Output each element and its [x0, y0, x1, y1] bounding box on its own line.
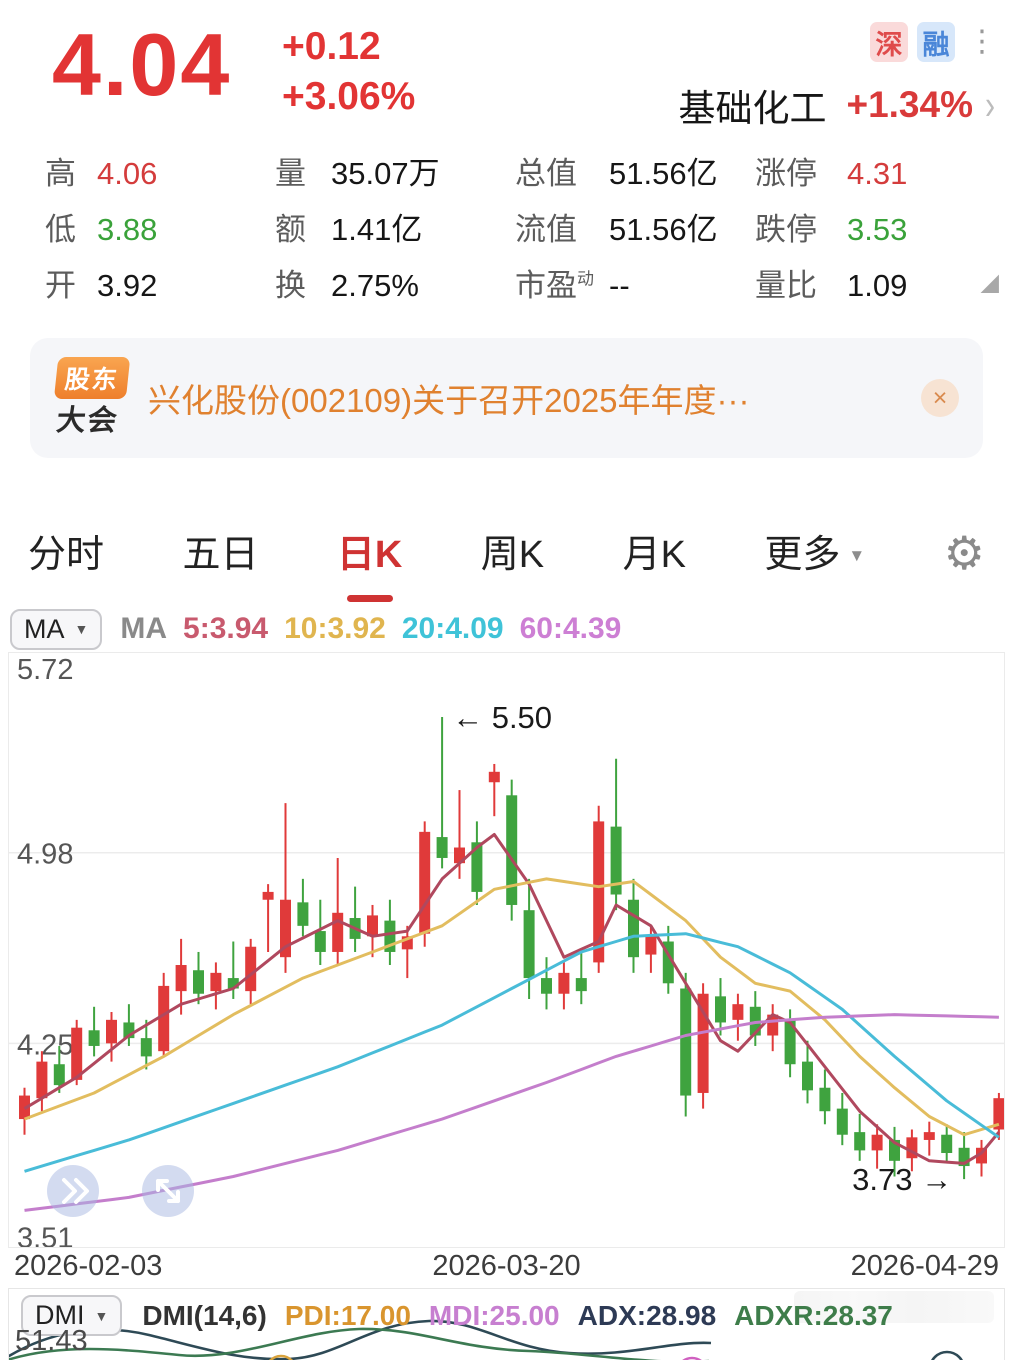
price-change-percent: +3.06%	[282, 75, 416, 118]
ma-value: 5:3.94	[183, 612, 269, 645]
shareholder-meeting-logo: 股东 大会	[50, 357, 131, 439]
stat-换: 换 2.75%	[275, 268, 419, 303]
svg-text:5.72: 5.72	[17, 654, 73, 686]
margin-badge: 融	[917, 22, 955, 62]
dmi-indicator-panel[interactable]: DMI ▼ DMI(14,6) PDI:17.00 MDI:25.00 ADX:28.…	[8, 1288, 1005, 1360]
tab-周K[interactable]: 周K	[480, 533, 545, 576]
stat-额: 额 1.41亿	[275, 212, 423, 247]
market-badges: 深 融 ⋮	[678, 22, 997, 62]
chevron-right-icon: ›	[984, 81, 996, 128]
sector-row[interactable]: 基础化工 +1.34% ›	[678, 78, 997, 132]
stat-高: 高 4.06	[45, 156, 158, 191]
announcement-title[interactable]: 兴化股份(002109)关于召开2025年年度···	[148, 382, 750, 419]
close-icon[interactable]: ×	[921, 379, 959, 417]
dmi-values: DMI(14,6) PDI:17.00 MDI:25.00 ADX:28.98 ADXR…	[142, 1300, 893, 1332]
chart-annotation: ← 5.50	[452, 700, 552, 735]
stat-市盈: 市盈动 --	[515, 268, 630, 303]
dmi-axis-label: 51.43	[15, 1325, 88, 1357]
caret-down-icon: ▼	[94, 1307, 109, 1324]
dmi-value: DMI(14,6)	[142, 1299, 267, 1331]
gear-icon[interactable]: ⚙	[943, 527, 985, 579]
kline-chart-area[interactable]: 5.72 4.98 4.25 3.51 ← 5.50 3.73 →	[8, 652, 1005, 1248]
tab-分时[interactable]: 分时	[28, 533, 105, 576]
ma-value: 10:3.92	[284, 612, 386, 645]
announcement-banner[interactable]: 股东 大会 兴化股份(002109)关于召开2025年年度··· ×	[30, 338, 983, 458]
tab-五日[interactable]: 五日	[182, 533, 259, 576]
tab-更多[interactable]: 更多 ▼	[764, 533, 866, 576]
sector-change: +1.34%	[846, 84, 973, 125]
expand-corner-icon[interactable]: ◢	[980, 269, 999, 296]
caret-down-icon: ▼	[74, 621, 89, 637]
quote-stats-grid: 高 4.06 量 35.07万 总值 51.56亿 涨停 4.31 低 3.88 额 1.41亿 流值 5…	[0, 148, 1013, 316]
watermark	[794, 1291, 994, 1323]
tab-月K[interactable]: 月K	[622, 533, 686, 576]
chart-annotation: 3.73 →	[852, 1162, 952, 1197]
ma-value: 20:4.09	[401, 612, 504, 645]
ma-indicator-bar: MA ▼ MA 5:3.94 10:3.92 20:4.09 60:4.39	[0, 606, 1013, 652]
stat-总值: 总值 51.56亿	[515, 156, 718, 191]
dmi-value: ADX:28.98	[577, 1299, 717, 1331]
dmi-selector[interactable]: DMI ▼	[21, 1295, 123, 1336]
date-label: 2026-03-20	[432, 1250, 581, 1282]
sector-name: 基础化工	[678, 88, 827, 129]
ma-values: MA 5:3.94 10:3.92 20:4.09 60:4.39	[120, 612, 621, 646]
dmi-value: ADXR:28.37	[734, 1299, 893, 1331]
stat-低: 低 3.88	[45, 212, 158, 247]
stat-量比: 量比 1.09	[755, 268, 908, 303]
svg-text:3.51: 3.51	[17, 1223, 73, 1247]
stat-流值: 流值 51.56亿	[515, 212, 718, 247]
dmi-value: PDI:17.00	[284, 1299, 411, 1331]
price-change-block: +0.12 +3.06%	[282, 22, 415, 122]
ma-value: 60:4.39	[519, 612, 622, 645]
last-price: 4.04	[52, 15, 232, 114]
stat-开: 开 3.92	[45, 268, 158, 303]
stat-跌停: 跌停 3.53	[755, 212, 908, 247]
period-tab-bar: 分时 五日 日K 周K 月K 更多 ▼ ⚙	[0, 506, 1013, 600]
tab-日K[interactable]: 日K	[337, 523, 402, 584]
stat-涨停: 涨停 4.31	[755, 156, 908, 191]
dmi-value: MDI:25.00	[428, 1299, 560, 1331]
date-label: 2026-04-29	[850, 1250, 999, 1282]
kline-chart[interactable]: 5.72 4.98 4.25 3.51 ← 5.50 3.73 →	[9, 653, 1004, 1247]
ma-selector[interactable]: MA ▼	[10, 608, 103, 650]
stat-量: 量 35.07万	[275, 156, 440, 191]
price-change: +0.12	[282, 25, 381, 68]
dmi-chart[interactable]	[9, 1319, 1005, 1360]
date-axis: 2026-02-03 2026-03-20 2026-04-29	[8, 1250, 1005, 1283]
date-label: 2026-02-03	[14, 1250, 163, 1282]
svg-text:4.98: 4.98	[17, 839, 73, 871]
shenzhen-badge: 深	[870, 22, 908, 62]
ma-value: MA	[120, 612, 168, 645]
svg-text:4.25: 4.25	[17, 1029, 73, 1061]
caret-down-icon: ▼	[848, 546, 866, 566]
more-menu-icon[interactable]: ⋮	[967, 25, 997, 58]
